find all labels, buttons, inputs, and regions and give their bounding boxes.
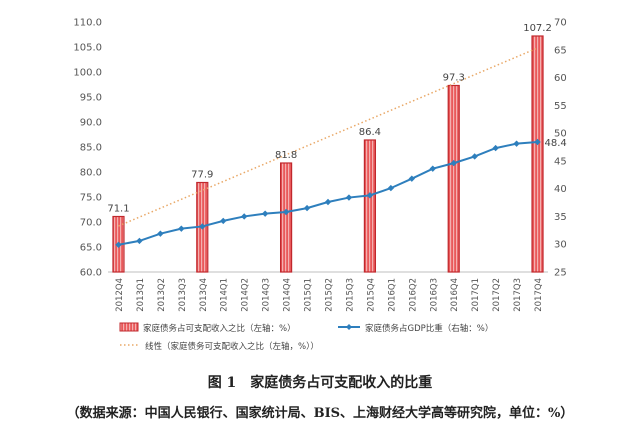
x-tick-label: 2013Q4 bbox=[199, 278, 209, 312]
line-point bbox=[136, 237, 143, 245]
line-point bbox=[178, 225, 185, 232]
legend-bar-swatch bbox=[119, 322, 139, 332]
x-tick-label: 2014Q3 bbox=[262, 278, 272, 312]
x-tick-label: 2012Q4 bbox=[115, 278, 125, 312]
bar-data-label: 107.2 bbox=[523, 23, 552, 34]
x-tick-label: 2015Q2 bbox=[325, 278, 335, 312]
left-tick-label: 70.0 bbox=[80, 218, 102, 229]
x-tick-label: 2014Q1 bbox=[220, 278, 230, 312]
x-tick-label: 2016Q3 bbox=[429, 278, 439, 312]
figure-title: 图 1 家庭债务占可支配收入的比重 bbox=[207, 375, 433, 391]
right-tick-label: 35 bbox=[554, 212, 567, 223]
line-point bbox=[199, 223, 206, 230]
left-tick-label: 80.0 bbox=[80, 168, 102, 179]
x-tick-label: 2015Q3 bbox=[345, 278, 355, 312]
line-series bbox=[115, 138, 541, 248]
left-tick-label: 110.0 bbox=[73, 18, 102, 29]
bar bbox=[531, 35, 544, 273]
x-axis: 2012Q4 2013Q1 2013Q2 2013Q3 2013Q4 2014Q1 2014… bbox=[108, 271, 548, 312]
left-tick-label: 60.0 bbox=[80, 268, 102, 279]
x-tick-label: 2016Q2 bbox=[408, 278, 418, 312]
bar bbox=[279, 162, 293, 273]
right-tick-label: 55 bbox=[554, 101, 567, 112]
line-point bbox=[220, 217, 227, 225]
legend-line-marker bbox=[346, 324, 352, 330]
line-point bbox=[471, 153, 478, 160]
line-point bbox=[115, 241, 122, 248]
line-point bbox=[157, 230, 164, 237]
bar-data-label: 81.8 bbox=[275, 150, 297, 161]
line-point bbox=[492, 144, 499, 152]
legend-line-label: 家庭债务占GDP比重（右轴：%） bbox=[365, 323, 493, 334]
right-tick-label: 25 bbox=[554, 268, 567, 279]
bar bbox=[447, 84, 460, 273]
legend: 家庭债务占可支配收入之比（左轴：%） 家庭债务占GDP比重（右轴：%） 线性（家庭债… bbox=[119, 322, 493, 352]
x-tick-label: 2016Q4 bbox=[450, 278, 460, 312]
x-tick-label: 2015Q1 bbox=[304, 278, 314, 312]
figure-source: （数据来源：中国人民银行、国家统计局、BIS、上海财经大学高等研究院，单位：%） bbox=[66, 406, 574, 421]
line-point bbox=[387, 184, 395, 192]
legend-bar-label: 家庭债务占可支配收入之比（左轴：%） bbox=[143, 323, 296, 334]
left-axis: 60.0 65.0 70.0 75.0 80.0 85.0 90.0 95.0 100.0 105… bbox=[73, 18, 102, 279]
right-tick-label: 65 bbox=[554, 45, 567, 56]
chart: 60.0 65.0 70.0 75.0 80.0 85.0 90.0 95.0 100.0 105… bbox=[73, 18, 567, 353]
line-point bbox=[534, 138, 541, 146]
right-tick-label: 40 bbox=[554, 184, 567, 195]
left-tick-label: 75.0 bbox=[80, 193, 102, 204]
x-tick-label: 2015Q4 bbox=[366, 278, 376, 312]
x-tick-label: 2013Q1 bbox=[136, 278, 146, 312]
line-point bbox=[429, 165, 436, 172]
line-point bbox=[303, 204, 311, 212]
data-labels: 71.1 77.9 81.8 86.4 97.3 107.2 48.4 bbox=[107, 23, 566, 215]
legend-trend-label: 线性（家庭债务可支配收入之比（左轴，%）） bbox=[145, 341, 319, 352]
left-tick-label: 95.0 bbox=[80, 93, 102, 104]
right-tick-label: 50 bbox=[554, 129, 567, 140]
line-point bbox=[513, 140, 520, 147]
x-tick-label: 2016Q1 bbox=[387, 278, 397, 312]
line-point bbox=[408, 175, 416, 182]
x-tick-label: 2017Q4 bbox=[534, 278, 544, 312]
bar-data-label: 86.4 bbox=[359, 127, 381, 138]
line-point bbox=[345, 194, 353, 201]
line-point bbox=[450, 159, 457, 167]
bar-data-label: 71.1 bbox=[107, 204, 129, 215]
x-tick-label: 2014Q4 bbox=[283, 278, 293, 312]
left-tick-label: 65.0 bbox=[80, 243, 102, 254]
left-tick-label: 85.0 bbox=[80, 143, 102, 154]
x-tick-label: 2017Q1 bbox=[471, 278, 481, 312]
x-tick-label: 2017Q3 bbox=[513, 278, 523, 312]
line-point bbox=[240, 213, 248, 220]
bar bbox=[363, 139, 377, 273]
left-tick-label: 100.0 bbox=[73, 68, 102, 79]
x-tick-label: 2014Q2 bbox=[241, 278, 251, 312]
line-point bbox=[366, 192, 374, 199]
x-tick-label: 2017Q2 bbox=[492, 278, 502, 312]
x-tick-label: 2013Q2 bbox=[157, 278, 167, 312]
line-point bbox=[261, 210, 269, 217]
x-tick-label: 2013Q3 bbox=[178, 278, 188, 312]
line-point bbox=[282, 208, 290, 216]
right-tick-label: 45 bbox=[554, 156, 567, 167]
right-tick-label: 60 bbox=[554, 73, 567, 84]
line-end-label: 48.4 bbox=[545, 138, 567, 149]
left-tick-label: 105.0 bbox=[73, 43, 102, 54]
left-tick-label: 90.0 bbox=[80, 118, 102, 129]
bar-data-label: 77.9 bbox=[191, 170, 213, 181]
bar-data-label: 97.3 bbox=[443, 73, 465, 84]
right-axis: 25 30 35 40 45 50 55 60 65 70 bbox=[554, 18, 567, 279]
line-point bbox=[324, 198, 332, 206]
right-tick-label: 70 bbox=[554, 18, 567, 29]
right-tick-label: 30 bbox=[554, 240, 567, 251]
